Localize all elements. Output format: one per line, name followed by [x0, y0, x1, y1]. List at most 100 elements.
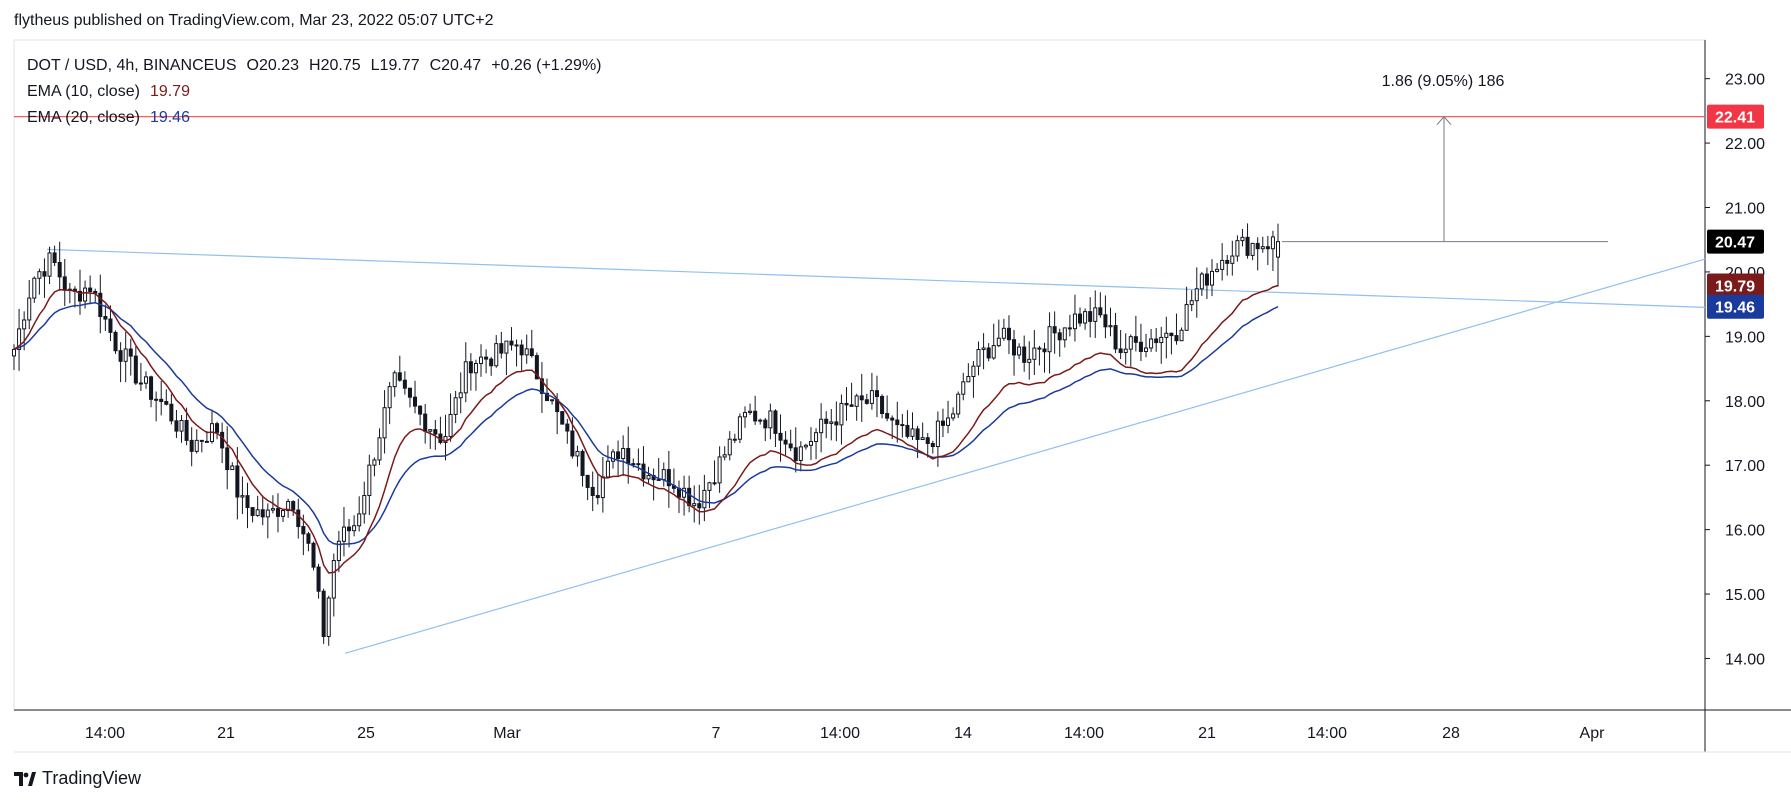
y-tick-label: 22.00	[1725, 136, 1765, 153]
candle-body	[666, 469, 671, 487]
candle-body	[1042, 348, 1047, 353]
candle-body	[844, 402, 849, 406]
candle-body	[727, 438, 732, 456]
candle-body	[529, 348, 534, 357]
candle-body	[819, 418, 824, 434]
price-pane[interactable]	[13, 39, 1706, 711]
candle-body	[1047, 326, 1052, 353]
ema20-line[interactable]	[13, 302, 1279, 546]
legend-symbol: DOT / USD, 4h, BINANCEUS	[27, 57, 237, 74]
legend-c-label: C	[430, 57, 442, 74]
y-tick-label: 16.00	[1725, 523, 1765, 540]
candle-body	[1240, 236, 1245, 242]
candle-body	[484, 356, 489, 360]
candle-body	[874, 390, 879, 397]
candle-body	[717, 456, 722, 484]
candle-body	[1108, 325, 1113, 328]
candle-body	[1230, 255, 1235, 264]
candle-body	[864, 399, 869, 404]
x-tick-label: Apr	[1580, 725, 1606, 742]
candle-body	[230, 465, 235, 471]
candle-body	[204, 440, 209, 443]
candle-body	[900, 424, 905, 427]
candle-body	[326, 597, 331, 637]
candle-body	[758, 419, 763, 422]
candle-body	[240, 495, 245, 498]
candle-body	[306, 533, 311, 544]
candle-body	[296, 509, 301, 528]
candle-body	[407, 387, 412, 398]
candle-body	[42, 271, 47, 277]
candle-body	[854, 395, 859, 407]
candle-body	[1017, 346, 1022, 356]
candle-body	[199, 439, 204, 442]
candle-body	[1113, 325, 1118, 350]
candle-body	[915, 428, 920, 441]
candle-body	[514, 344, 519, 347]
candle-body	[1103, 314, 1108, 328]
candle-body	[1022, 346, 1027, 363]
ema10-line[interactable]	[13, 284, 1279, 574]
candle-body	[194, 439, 199, 452]
brand-footer[interactable]: TradingView	[14, 768, 141, 789]
candle-body	[1123, 348, 1128, 354]
candle-body	[154, 398, 159, 401]
candle-body	[468, 361, 473, 374]
candle-body	[367, 464, 372, 497]
candle-body	[1093, 307, 1098, 322]
candle-body	[286, 501, 291, 512]
candle-body	[220, 431, 225, 449]
x-tick-label: 14:00	[85, 725, 125, 742]
candle-body	[1098, 307, 1103, 316]
candle-body	[1027, 358, 1032, 363]
candle-body	[839, 402, 844, 426]
candle-body	[869, 390, 874, 404]
candle-body	[1143, 347, 1149, 352]
candle-body	[27, 297, 32, 321]
candle-body	[590, 486, 595, 497]
candle-body	[763, 419, 768, 429]
candle-body	[560, 411, 565, 425]
candle-body	[423, 413, 428, 432]
candle-body	[565, 423, 570, 432]
candle-body	[189, 439, 194, 452]
candle-body	[1032, 347, 1037, 360]
candle-body	[47, 252, 52, 277]
candle-body	[32, 277, 37, 299]
candle-body	[22, 319, 27, 330]
candle-body	[859, 395, 864, 401]
trendline-lower[interactable]	[344, 258, 1706, 654]
candle-body	[509, 340, 514, 346]
candle-body	[1235, 240, 1240, 257]
candle-body	[834, 421, 839, 426]
candle-body	[1078, 313, 1083, 324]
candle-body	[1138, 341, 1143, 352]
candle-body	[275, 508, 280, 517]
candle-body	[534, 355, 539, 380]
candle-body	[118, 350, 123, 362]
x-tick-label: 14:00	[820, 725, 860, 742]
candle-body	[1174, 335, 1179, 342]
candle-body	[768, 410, 773, 429]
candle-body	[62, 276, 67, 291]
candle-body	[1204, 273, 1209, 286]
candle-body	[123, 348, 128, 362]
price-label-resistance-bg	[1707, 104, 1764, 129]
candle-body	[524, 348, 529, 356]
candle-body	[544, 392, 550, 402]
candle-body	[702, 489, 707, 509]
legend-ema10-value: 19.79	[150, 83, 190, 100]
candle-body	[37, 271, 42, 279]
candle-body	[707, 482, 712, 491]
candle-body	[382, 407, 387, 439]
candle-body	[849, 404, 854, 407]
candle-body	[418, 405, 423, 415]
candle-body	[270, 508, 275, 511]
candle-body	[184, 419, 189, 441]
candle-body	[930, 442, 935, 448]
candle-body	[311, 542, 316, 568]
candle-body	[143, 376, 149, 384]
trendline-upper[interactable]	[46, 248, 1706, 308]
